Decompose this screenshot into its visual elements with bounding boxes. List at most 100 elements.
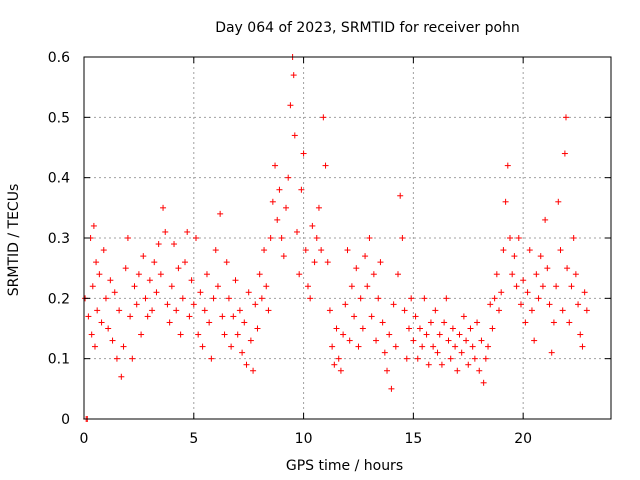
- data-point: [344, 247, 351, 254]
- data-point: [98, 319, 105, 326]
- data-point: [381, 349, 388, 356]
- data-point: [254, 325, 261, 332]
- x-tick-label: 20: [514, 431, 532, 447]
- data-point: [269, 198, 276, 205]
- ticks-layer: 0 0.1 0.2 0.3 0.4 0.5 0.6 0 5 10 15 20: [48, 50, 611, 447]
- data-point: [274, 216, 281, 223]
- data-point: [535, 295, 542, 302]
- data-point: [335, 355, 342, 362]
- data-point: [190, 301, 197, 308]
- data-point: [531, 337, 538, 344]
- y-tick-label: 0.3: [48, 231, 70, 247]
- data-point: [533, 271, 540, 278]
- data-point: [245, 289, 252, 296]
- data-point: [291, 132, 298, 139]
- data-point: [296, 271, 303, 278]
- data-point: [399, 235, 406, 241]
- data-point: [557, 247, 564, 254]
- data-point: [93, 259, 100, 266]
- data-point: [410, 337, 417, 344]
- data-point: [539, 283, 546, 290]
- data-point: [100, 247, 107, 254]
- data-point: [362, 253, 369, 260]
- data-point: [403, 355, 410, 362]
- data-point: [267, 235, 274, 241]
- data-point: [504, 162, 511, 169]
- x-tick-label: 0: [80, 431, 89, 447]
- data-point: [498, 289, 505, 296]
- data-point: [397, 192, 404, 199]
- data-point: [388, 385, 395, 392]
- data-point: [302, 247, 309, 254]
- data-point: [322, 162, 329, 169]
- data-point: [120, 343, 127, 350]
- data-point: [171, 241, 178, 248]
- data-point: [370, 271, 377, 278]
- data-point: [138, 331, 145, 338]
- data-point: [195, 331, 202, 338]
- data-point: [559, 307, 566, 314]
- data-point: [280, 253, 287, 260]
- data-point: [91, 343, 98, 350]
- data-point: [542, 216, 549, 223]
- data-point: [430, 343, 437, 350]
- data-point: [142, 295, 149, 302]
- data-point: [480, 379, 487, 386]
- data-point: [395, 271, 402, 278]
- data-point: [88, 331, 95, 338]
- data-point: [485, 343, 492, 350]
- data-point: [113, 355, 120, 362]
- plot-frame: [83, 56, 612, 420]
- data-point: [432, 307, 439, 314]
- chart-title: Day 064 of 2023, SRMTID for receiver poh…: [215, 20, 520, 36]
- data-point: [241, 319, 248, 326]
- data-point: [496, 307, 503, 314]
- data-point: [500, 247, 507, 254]
- data-point: [258, 295, 265, 302]
- data-point: [359, 325, 366, 332]
- data-point: [544, 265, 551, 272]
- data-point: [146, 277, 153, 284]
- data-point: [186, 313, 193, 320]
- data-point: [160, 204, 167, 211]
- y-tick-label: 0.6: [48, 50, 70, 66]
- x-tick-label: 15: [404, 431, 422, 447]
- data-point: [452, 343, 459, 350]
- data-point: [386, 331, 393, 338]
- data-point: [304, 283, 311, 290]
- data-point: [252, 301, 259, 308]
- data-point: [309, 222, 316, 229]
- data-point: [166, 319, 173, 326]
- data-point: [438, 361, 445, 368]
- data-point: [491, 295, 498, 302]
- data-point: [434, 349, 441, 356]
- data-point: [416, 325, 423, 332]
- data-point: [236, 307, 243, 314]
- data-point: [116, 307, 123, 314]
- data-point: [506, 235, 513, 241]
- x-axis-label: GPS time / hours: [286, 458, 403, 474]
- data-point: [203, 271, 210, 278]
- data-point: [353, 265, 360, 272]
- data-point: [408, 295, 415, 302]
- data-point: [562, 114, 569, 121]
- data-point: [313, 235, 320, 241]
- data-point: [524, 289, 531, 296]
- data-point: [581, 289, 588, 296]
- data-point: [122, 265, 129, 272]
- data-point: [454, 367, 461, 374]
- data-point: [412, 313, 419, 320]
- data-point: [111, 289, 118, 296]
- data-point: [239, 349, 246, 356]
- data-point: [228, 343, 235, 350]
- x-tick-label: 5: [189, 431, 198, 447]
- data-point: [478, 337, 485, 344]
- grid-layer: [84, 57, 611, 419]
- data-point: [583, 307, 590, 314]
- data-point: [311, 259, 318, 266]
- data-point: [243, 361, 250, 368]
- data-point: [192, 235, 199, 241]
- data-point: [561, 150, 568, 157]
- data-point: [247, 337, 254, 344]
- data-point: [250, 367, 257, 374]
